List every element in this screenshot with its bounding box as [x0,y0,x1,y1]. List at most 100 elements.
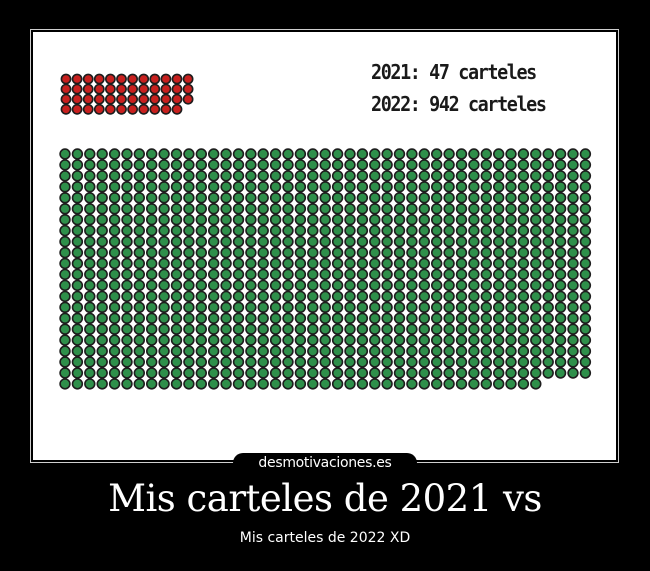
dot-2022 [319,148,331,160]
dot-2022 [344,257,356,270]
dot-2022 [195,257,208,270]
dot-2022 [170,367,183,379]
dot-2022 [344,290,356,303]
dot-2022 [307,301,319,313]
dot-2022 [71,334,84,346]
dot-2022 [108,203,121,215]
dot-2022 [183,323,195,335]
site-watermark[interactable]: desmotivaciones.es [233,453,417,472]
dot-2022 [542,290,554,303]
dot-2022 [108,235,121,248]
dot-2022 [331,246,344,259]
dot-2022 [269,181,282,193]
dot-2022 [108,192,121,204]
dot-2022 [71,367,84,379]
dot-2022 [208,203,220,215]
dot-2022 [158,235,170,248]
dot-2022 [480,148,492,160]
dot-2022 [108,345,121,357]
dot-2022 [108,257,121,270]
dot-2021 [60,103,72,115]
dot-2022 [71,203,84,215]
dot-2022 [455,334,468,346]
dot-2022 [443,367,455,379]
dot-2022 [331,312,344,324]
dot-2022 [121,323,133,335]
dot-2022 [443,279,455,292]
dot-2022 [530,290,542,303]
dot-2022 [567,214,579,226]
dot-2022 [158,257,170,270]
dot-2022 [245,301,257,313]
dot-2022 [542,367,554,379]
dot-2022 [468,192,480,204]
dot-2022 [331,235,344,248]
dot-2022 [369,290,381,303]
dot-2021 [160,103,172,115]
dot-2022 [393,181,406,193]
dot-2022 [542,356,554,368]
dot-2022 [96,290,108,303]
dot-2022 [208,356,220,368]
dot-2022 [431,334,443,346]
dot-2022 [145,378,158,390]
dot-2022 [530,181,542,193]
dot-2022 [505,312,517,324]
dot-2021 [160,93,172,105]
dot-2022 [331,356,344,368]
dot-2022 [108,290,121,303]
dot-2022 [455,170,468,182]
dot-2022 [505,224,517,237]
dot-2022 [145,181,158,193]
dot-2022 [356,159,369,171]
dot-2022 [393,345,406,357]
dot-2022 [183,290,195,303]
dot-2022 [294,159,307,171]
dot-2022 [480,367,492,379]
dot-2022 [493,367,505,379]
dot-2022 [468,181,480,193]
dot-2022 [369,159,381,171]
dot-2022 [307,378,319,390]
dot-2022 [517,192,530,204]
dot-2022 [493,345,505,357]
dot-2022 [331,378,344,390]
dot-2022 [418,356,430,368]
dot-2022 [121,159,133,171]
dot-2022 [493,268,505,281]
dot-2022 [294,367,307,379]
dot-2022 [307,192,319,204]
dot-2022 [269,148,282,160]
dot-2022 [307,235,319,248]
dot-2022 [530,301,542,313]
dot-2022 [406,192,418,204]
dot-2022 [443,312,455,324]
dot-2022 [71,290,84,303]
dot-2022 [282,367,294,379]
dot-2022 [331,334,344,346]
dot-2022 [530,170,542,182]
dot-2022 [96,148,108,160]
dot-2022 [331,268,344,281]
dot-2022 [59,192,71,204]
dot-2022 [567,192,579,204]
dot-2022 [84,345,96,357]
dot-2022 [133,203,146,215]
dot-2022 [84,323,96,335]
dot-2022 [282,290,294,303]
dot-2022 [493,323,505,335]
dot-2022 [554,301,567,313]
dot-2022 [220,279,232,292]
dot-2022 [530,235,542,248]
dot-2022 [269,345,282,357]
dot-2022 [195,367,208,379]
dot-2022 [220,246,232,259]
dot-2022 [431,367,443,379]
dot-2022 [517,159,530,171]
dot-2022 [84,246,96,259]
dot-2022 [269,301,282,313]
dot-2022 [443,159,455,171]
dot-2022 [257,203,269,215]
dot-2022 [517,312,530,324]
dot-2022 [480,224,492,237]
